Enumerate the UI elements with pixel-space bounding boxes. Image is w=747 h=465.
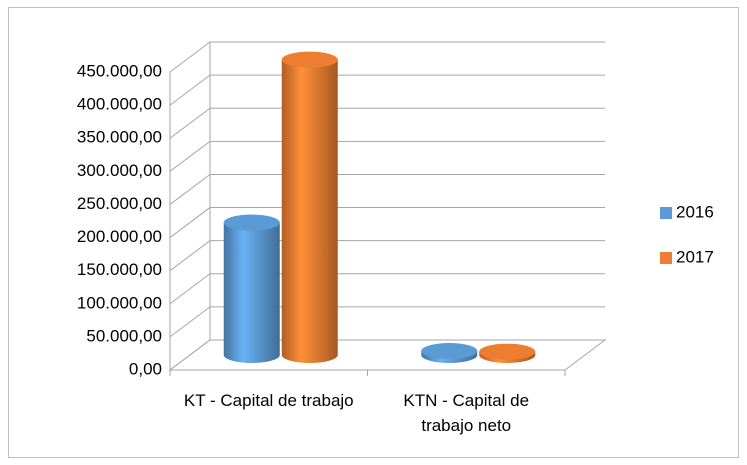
grid-line	[169, 207, 605, 238]
grid-line	[169, 107, 605, 139]
grid-line	[169, 240, 605, 272]
y-tick-label: 100.000,00	[77, 293, 162, 312]
grid-line	[169, 273, 605, 305]
y-tick-label: 250.000,00	[77, 194, 162, 213]
y-tick-label: 50.000,00	[86, 326, 162, 345]
grid-line	[169, 339, 605, 371]
x-tick-label: KTN - Capital de trabajo neto	[403, 391, 530, 435]
bar-top	[421, 343, 478, 360]
legend-label: 2016	[676, 202, 714, 221]
bar-top	[479, 343, 536, 360]
bar-top	[223, 214, 280, 231]
bar	[281, 59, 338, 363]
legend-label: 2017	[676, 247, 714, 266]
grid-line	[169, 41, 605, 73]
chart-border	[8, 7, 739, 458]
y-tick-label: 200.000,00	[77, 227, 162, 246]
grid-line	[169, 173, 605, 205]
y-tick-label: 400.000,00	[77, 95, 162, 114]
bar-top	[281, 51, 338, 68]
y-tick-label: 300.000,00	[77, 161, 162, 180]
grid-line	[169, 306, 605, 338]
grid-line	[169, 74, 605, 106]
legend-swatch	[660, 207, 672, 219]
legend-swatch	[660, 252, 672, 264]
grid-line	[169, 140, 605, 172]
y-tick-label: 450.000,00	[77, 61, 162, 80]
bar	[223, 222, 280, 363]
y-tick-label: 0,00	[129, 359, 162, 378]
y-tick-label: 150.000,00	[77, 260, 162, 279]
x-tick-label: KT - Capital de trabajo	[183, 391, 354, 410]
y-tick-label: 350.000,00	[77, 128, 162, 147]
